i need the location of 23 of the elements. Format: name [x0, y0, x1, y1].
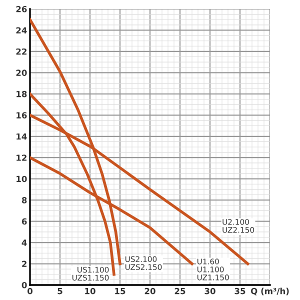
y-tick-label: 26	[16, 6, 27, 12]
x-tick-label: 20	[144, 288, 156, 294]
y-tick-label: 6	[22, 218, 27, 225]
y-tick-label: 12	[16, 154, 26, 161]
y-tick-label: 2	[22, 260, 26, 267]
y-tick-label: 22	[16, 48, 26, 55]
x-tick-label: 35	[234, 288, 246, 294]
x-tick-label: 15	[115, 288, 126, 294]
y-tick-label: 14	[16, 133, 27, 140]
x-tick-label: 10	[85, 288, 96, 294]
y-tick-label: 8	[22, 197, 27, 204]
y-tick-label: 16	[16, 112, 27, 118]
y-tick-label: 20	[16, 70, 27, 76]
x-tick-label: 30	[204, 288, 216, 294]
y-tick-label: 10	[16, 176, 27, 182]
y-tick-label: 24	[16, 27, 27, 34]
y-tick-label: 0	[22, 282, 27, 288]
y-tick-label: 18	[16, 90, 27, 98]
x-axis-title: Q (m³/h)	[250, 288, 289, 296]
y-tick-label: 4	[22, 240, 27, 246]
x-tick-label: 25	[174, 288, 186, 294]
x-tick-label: 5	[58, 288, 62, 294]
x-tick-label: 0	[28, 288, 32, 294]
